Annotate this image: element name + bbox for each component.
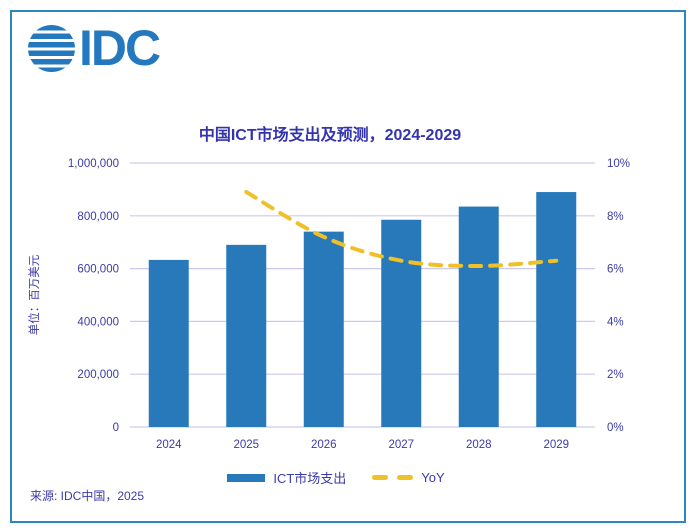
legend-label-yoy: YoY xyxy=(421,470,445,485)
y-axis-tick-label: 600,000 xyxy=(77,264,119,276)
yoy-dash-icon xyxy=(397,475,414,480)
idc-logo-text: IDC xyxy=(79,19,161,76)
bar-2029 xyxy=(536,192,577,427)
legend-item-ict-spending: ICT市场支出 xyxy=(227,468,346,487)
source-note: 来源: IDC中国，2025 xyxy=(30,489,145,503)
chart-legend: ICT市场支出 YoY xyxy=(0,468,672,487)
right-axis-tick-label: 8% xyxy=(607,211,624,223)
bar-2028 xyxy=(458,206,499,427)
bar-swatch-icon xyxy=(227,473,266,482)
idc-logo: IDC xyxy=(28,19,161,76)
y-axis-tick-label: 800,000 xyxy=(77,211,119,223)
chart-title: 中国ICT市场支出及预测，2024-2029 xyxy=(198,127,462,144)
legend-label-ict-spending: ICT市场支出 xyxy=(273,471,347,486)
x-axis-label-2027: 2027 xyxy=(388,439,414,451)
bar-2027 xyxy=(381,219,422,427)
y-axis-tick-label: 200,000 xyxy=(77,369,119,381)
right-axis-tick-label: 0% xyxy=(607,422,624,434)
x-axis-label-2029: 2029 xyxy=(543,439,569,451)
x-axis-label-2024: 2024 xyxy=(156,439,182,451)
yoy-dash-icon xyxy=(372,475,389,480)
yoy-line xyxy=(244,190,559,269)
y-axis-tick-label: 400,000 xyxy=(77,316,119,328)
bar-2024 xyxy=(148,259,189,427)
y-axis-unit-label: 单位：百万美元 xyxy=(27,254,41,335)
bar-2026 xyxy=(303,231,344,427)
dashed-line-swatch-icon xyxy=(372,475,414,480)
y-axis-tick-label: 1,000,000 xyxy=(68,158,119,170)
idc-globe-icon xyxy=(28,24,75,72)
right-axis-tick-label: 10% xyxy=(607,158,630,170)
right-axis-tick-label: 4% xyxy=(607,316,624,328)
x-axis-label-2026: 2026 xyxy=(311,439,337,451)
bar-2025 xyxy=(226,244,267,427)
y-axis-tick-label: 0 xyxy=(113,422,119,434)
x-axis-label-2028: 2028 xyxy=(466,439,492,451)
legend-item-yoy: YoY xyxy=(372,470,445,485)
x-axis-label-2025: 2025 xyxy=(233,439,259,451)
right-axis-tick-label: 6% xyxy=(607,264,624,276)
right-axis-tick-label: 2% xyxy=(607,369,624,381)
